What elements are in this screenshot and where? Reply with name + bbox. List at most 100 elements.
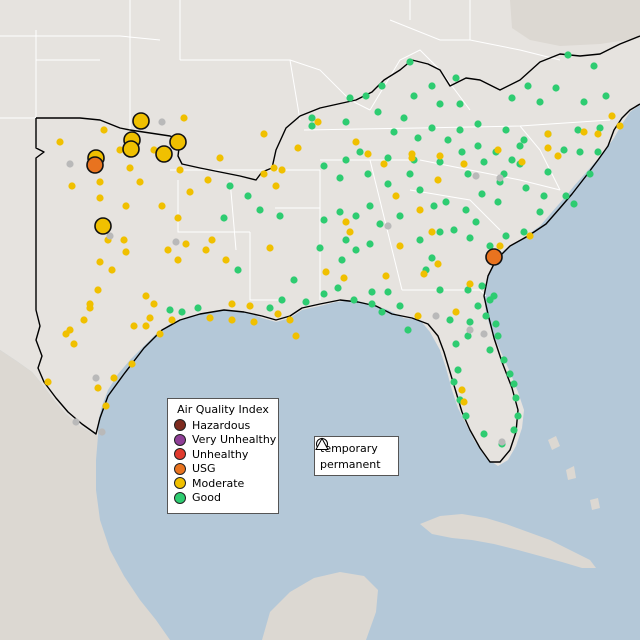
monitor-marker-moderate[interactable] bbox=[434, 260, 442, 268]
monitor-marker-good[interactable] bbox=[428, 124, 436, 132]
monitor-marker-moderate[interactable] bbox=[56, 138, 64, 146]
monitor-marker-good[interactable] bbox=[486, 346, 494, 354]
monitor-marker-good[interactable] bbox=[480, 430, 488, 438]
monitor-marker-good[interactable] bbox=[384, 288, 392, 296]
monitor-marker-good[interactable] bbox=[194, 304, 202, 312]
monitor-marker-moderate[interactable] bbox=[416, 206, 424, 214]
monitor-marker-good[interactable] bbox=[522, 184, 530, 192]
monitor-marker-good[interactable] bbox=[508, 156, 516, 164]
monitor-marker-good[interactable] bbox=[520, 136, 528, 144]
monitor-marker-moderate[interactable] bbox=[216, 154, 224, 162]
monitor-marker-good[interactable] bbox=[594, 148, 602, 156]
monitor-marker-good[interactable] bbox=[520, 228, 528, 236]
monitor-marker-moderate[interactable] bbox=[130, 322, 138, 330]
monitor-marker-moderate[interactable] bbox=[128, 360, 136, 368]
monitor-marker-good[interactable] bbox=[384, 154, 392, 162]
monitor-marker-moderate[interactable] bbox=[122, 202, 130, 210]
monitor-marker-good[interactable] bbox=[478, 190, 486, 198]
monitor-marker-moderate[interactable] bbox=[204, 176, 212, 184]
monitor-marker-good[interactable] bbox=[334, 284, 342, 292]
monitor-marker-moderate[interactable] bbox=[460, 398, 468, 406]
monitor-marker-good[interactable] bbox=[536, 98, 544, 106]
monitor-marker-good[interactable] bbox=[444, 136, 452, 144]
monitor-marker-good[interactable] bbox=[466, 234, 474, 242]
monitor-marker-good[interactable] bbox=[570, 200, 578, 208]
monitor-marker-good[interactable] bbox=[378, 82, 386, 90]
monitor-marker-moderate[interactable] bbox=[292, 332, 300, 340]
monitor-marker-moderate[interactable] bbox=[392, 192, 400, 200]
monitor-marker-good[interactable] bbox=[308, 122, 316, 130]
monitor-marker-moderate[interactable] bbox=[314, 118, 322, 126]
monitor-marker-good[interactable] bbox=[494, 332, 502, 340]
monitor-marker-good[interactable] bbox=[376, 220, 384, 228]
monitor-marker-good[interactable] bbox=[442, 198, 450, 206]
monitor-marker-good[interactable] bbox=[436, 228, 444, 236]
monitor-marker-moderate[interactable] bbox=[346, 228, 354, 236]
monitor-marker-no-data[interactable] bbox=[106, 232, 114, 240]
monitor-marker-moderate[interactable] bbox=[96, 194, 104, 202]
monitor-marker-good[interactable] bbox=[480, 158, 488, 166]
monitor-marker-good[interactable] bbox=[524, 82, 532, 90]
monitor-marker-good[interactable] bbox=[450, 226, 458, 234]
monitor-marker-good[interactable] bbox=[482, 312, 490, 320]
monitor-marker-moderate[interactable] bbox=[70, 340, 78, 348]
monitor-marker-moderate[interactable] bbox=[544, 144, 552, 152]
monitor-marker-good[interactable] bbox=[510, 426, 518, 434]
monitor-marker-good[interactable] bbox=[366, 240, 374, 248]
monitor-marker-moderate[interactable] bbox=[496, 242, 504, 250]
monitor-marker-no-data[interactable] bbox=[432, 312, 440, 320]
monitor-marker-moderate[interactable] bbox=[68, 182, 76, 190]
monitor-marker-good[interactable] bbox=[580, 98, 588, 106]
monitor-marker-moderate[interactable] bbox=[428, 228, 436, 236]
monitor-marker-good[interactable] bbox=[342, 236, 350, 244]
monitor-marker-good[interactable] bbox=[346, 94, 354, 102]
monitor-marker-good[interactable] bbox=[446, 316, 454, 324]
monitor-marker-good[interactable] bbox=[368, 300, 376, 308]
monitor-marker-moderate[interactable] bbox=[126, 164, 134, 172]
monitor-marker-good[interactable] bbox=[602, 92, 610, 100]
monitor-marker-moderate[interactable] bbox=[396, 242, 404, 250]
monitor-marker-good[interactable] bbox=[596, 124, 604, 132]
monitor-marker-good[interactable] bbox=[454, 366, 462, 374]
monitor-marker-good[interactable] bbox=[276, 212, 284, 220]
monitor-marker-moderate[interactable] bbox=[518, 158, 526, 166]
monitor-marker-moderate[interactable] bbox=[206, 314, 214, 322]
monitor-marker-good[interactable] bbox=[464, 286, 472, 294]
monitor-marker-good[interactable] bbox=[290, 276, 298, 284]
monitor-marker-good[interactable] bbox=[366, 202, 374, 210]
monitor-marker-good[interactable] bbox=[562, 192, 570, 200]
monitor-marker-moderate[interactable] bbox=[202, 246, 210, 254]
monitor-marker-good[interactable] bbox=[256, 206, 264, 214]
monitor-marker-good[interactable] bbox=[320, 162, 328, 170]
monitor-marker-good[interactable] bbox=[514, 412, 522, 420]
monitor-marker-good[interactable] bbox=[430, 202, 438, 210]
monitor-marker-moderate[interactable] bbox=[86, 300, 94, 308]
monitor-marker-good[interactable] bbox=[574, 126, 582, 134]
monitor-marker-good[interactable] bbox=[450, 378, 458, 386]
monitor-marker-good[interactable] bbox=[560, 146, 568, 154]
monitor-marker-moderate[interactable] bbox=[266, 244, 274, 252]
monitor-marker-good[interactable] bbox=[478, 282, 486, 290]
monitor-marker-moderate[interactable] bbox=[174, 256, 182, 264]
monitor-marker-good[interactable] bbox=[428, 82, 436, 90]
monitor-marker-moderate[interactable] bbox=[94, 286, 102, 294]
monitor-marker-no-data[interactable] bbox=[66, 160, 74, 168]
monitor-marker-moderate[interactable] bbox=[120, 236, 128, 244]
monitor-marker-good[interactable] bbox=[400, 114, 408, 122]
monitor-marker-good[interactable] bbox=[342, 156, 350, 164]
monitor-marker-no-data[interactable] bbox=[472, 172, 480, 180]
monitor-marker-no-data[interactable] bbox=[466, 326, 474, 334]
monitor-marker-good[interactable] bbox=[456, 100, 464, 108]
monitor-marker-good[interactable] bbox=[540, 192, 548, 200]
monitor-marker-good[interactable] bbox=[416, 236, 424, 244]
monitor-marker-moderate[interactable] bbox=[580, 128, 588, 136]
monitor-marker-moderate[interactable] bbox=[460, 160, 468, 168]
monitor-marker-large-moderate[interactable] bbox=[155, 145, 173, 163]
monitor-marker-moderate[interactable] bbox=[156, 330, 164, 338]
monitor-marker-good[interactable] bbox=[362, 92, 370, 100]
monitor-marker-moderate[interactable] bbox=[110, 374, 118, 382]
monitor-marker-good[interactable] bbox=[406, 170, 414, 178]
monitor-marker-large-moderate[interactable] bbox=[122, 140, 140, 158]
monitor-marker-good[interactable] bbox=[178, 308, 186, 316]
monitor-marker-moderate[interactable] bbox=[420, 270, 428, 278]
